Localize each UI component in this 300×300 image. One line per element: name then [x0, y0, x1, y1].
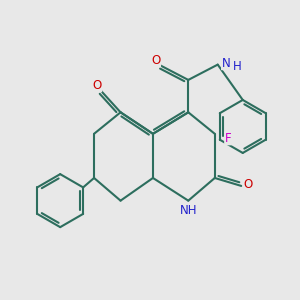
Text: F: F — [225, 132, 231, 145]
Text: H: H — [232, 60, 241, 73]
Text: O: O — [92, 79, 102, 92]
Text: N: N — [222, 57, 230, 70]
Text: NH: NH — [180, 204, 198, 217]
Text: O: O — [243, 178, 252, 191]
Text: O: O — [151, 54, 160, 67]
